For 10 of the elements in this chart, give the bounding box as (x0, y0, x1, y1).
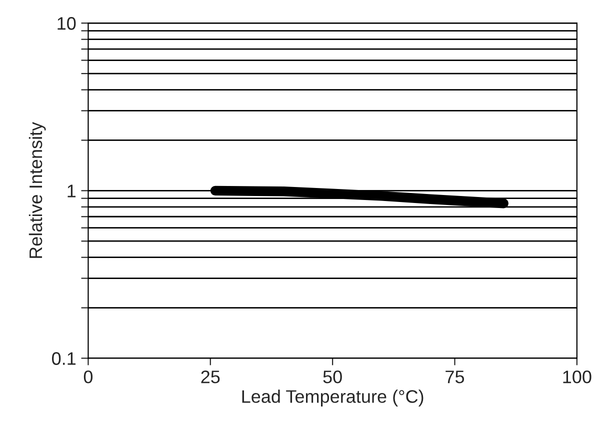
y-tick-label: 0.1 (52, 352, 76, 365)
x-tick-label: 0 (84, 370, 93, 384)
x-tick-label: 25 (201, 370, 220, 384)
y-tick-label: 10 (58, 17, 76, 30)
x-tick-label: 100 (563, 370, 592, 384)
x-tick-label: 50 (323, 370, 342, 384)
x-axis-title: Lead Temperature (°C) (242, 390, 424, 406)
y-axis-title: Relative Intensity (28, 122, 46, 258)
y-tick-label: 1 (68, 184, 76, 198)
x-tick-label: 75 (446, 370, 464, 384)
